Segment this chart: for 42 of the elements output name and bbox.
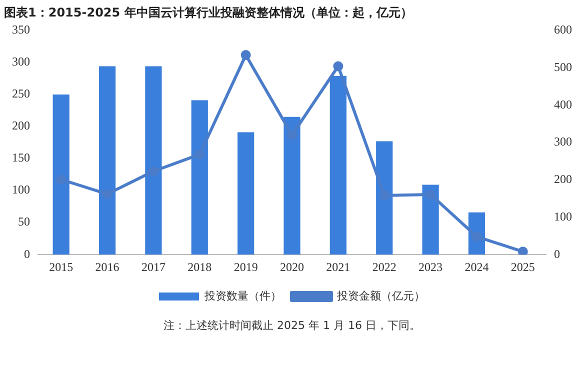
y2-tick-label: 200 (554, 172, 572, 186)
y-tick-label: 100 (12, 182, 30, 197)
x-tick-label: 2023 (418, 260, 443, 274)
y2-tick-label: 600 (554, 22, 572, 37)
bar (238, 132, 254, 255)
bar (284, 116, 300, 255)
x-tick-label: 2019 (234, 260, 258, 274)
chart-title: 图表1：2015-2025 年中国云计算行业投融资整体情况（单位：起，亿元） (4, 5, 412, 20)
y-tick-label: 200 (12, 118, 30, 133)
y-tick-label: 0 (24, 246, 30, 261)
y2-tick-label: 0 (554, 246, 560, 261)
bar (330, 76, 346, 255)
bar (376, 141, 393, 255)
y2-tick-label: 500 (554, 60, 572, 74)
legend-label: 投资数量（件） (204, 289, 282, 302)
x-tick-label: 2016 (95, 260, 120, 274)
x-tick-label: 2018 (188, 260, 212, 274)
y-tick-label: 150 (12, 150, 30, 165)
x-tick-label: 2021 (326, 260, 350, 274)
x-tick-label: 2017 (141, 260, 166, 274)
x-tick-label: 2015 (49, 260, 74, 274)
x-tick-label: 2025 (510, 260, 535, 274)
x-tick-label: 2020 (280, 260, 304, 274)
text: 注：上述统计时间截止 2025 年 1 月 16 日，下同。 (162, 318, 422, 333)
point (240, 50, 251, 60)
y-tick-label: 250 (12, 86, 30, 101)
point (518, 246, 528, 255)
point (333, 61, 344, 72)
y-tick-label: 300 (12, 54, 30, 69)
y-tick-label: 50 (18, 214, 30, 229)
x-tick-label: 2024 (464, 260, 489, 274)
y2-tick-label: 100 (554, 209, 572, 224)
y-tick-label: 350 (12, 22, 30, 37)
bar (191, 100, 208, 255)
y2-tick-label: 400 (554, 97, 572, 112)
bar (52, 94, 70, 255)
x-tick-label: 2022 (372, 260, 396, 274)
y2-tick-label: 300 (554, 134, 572, 149)
legend-label: 投资金额（亿元） (336, 289, 425, 302)
bar (422, 184, 439, 255)
bar (145, 66, 162, 255)
bar (98, 66, 116, 255)
